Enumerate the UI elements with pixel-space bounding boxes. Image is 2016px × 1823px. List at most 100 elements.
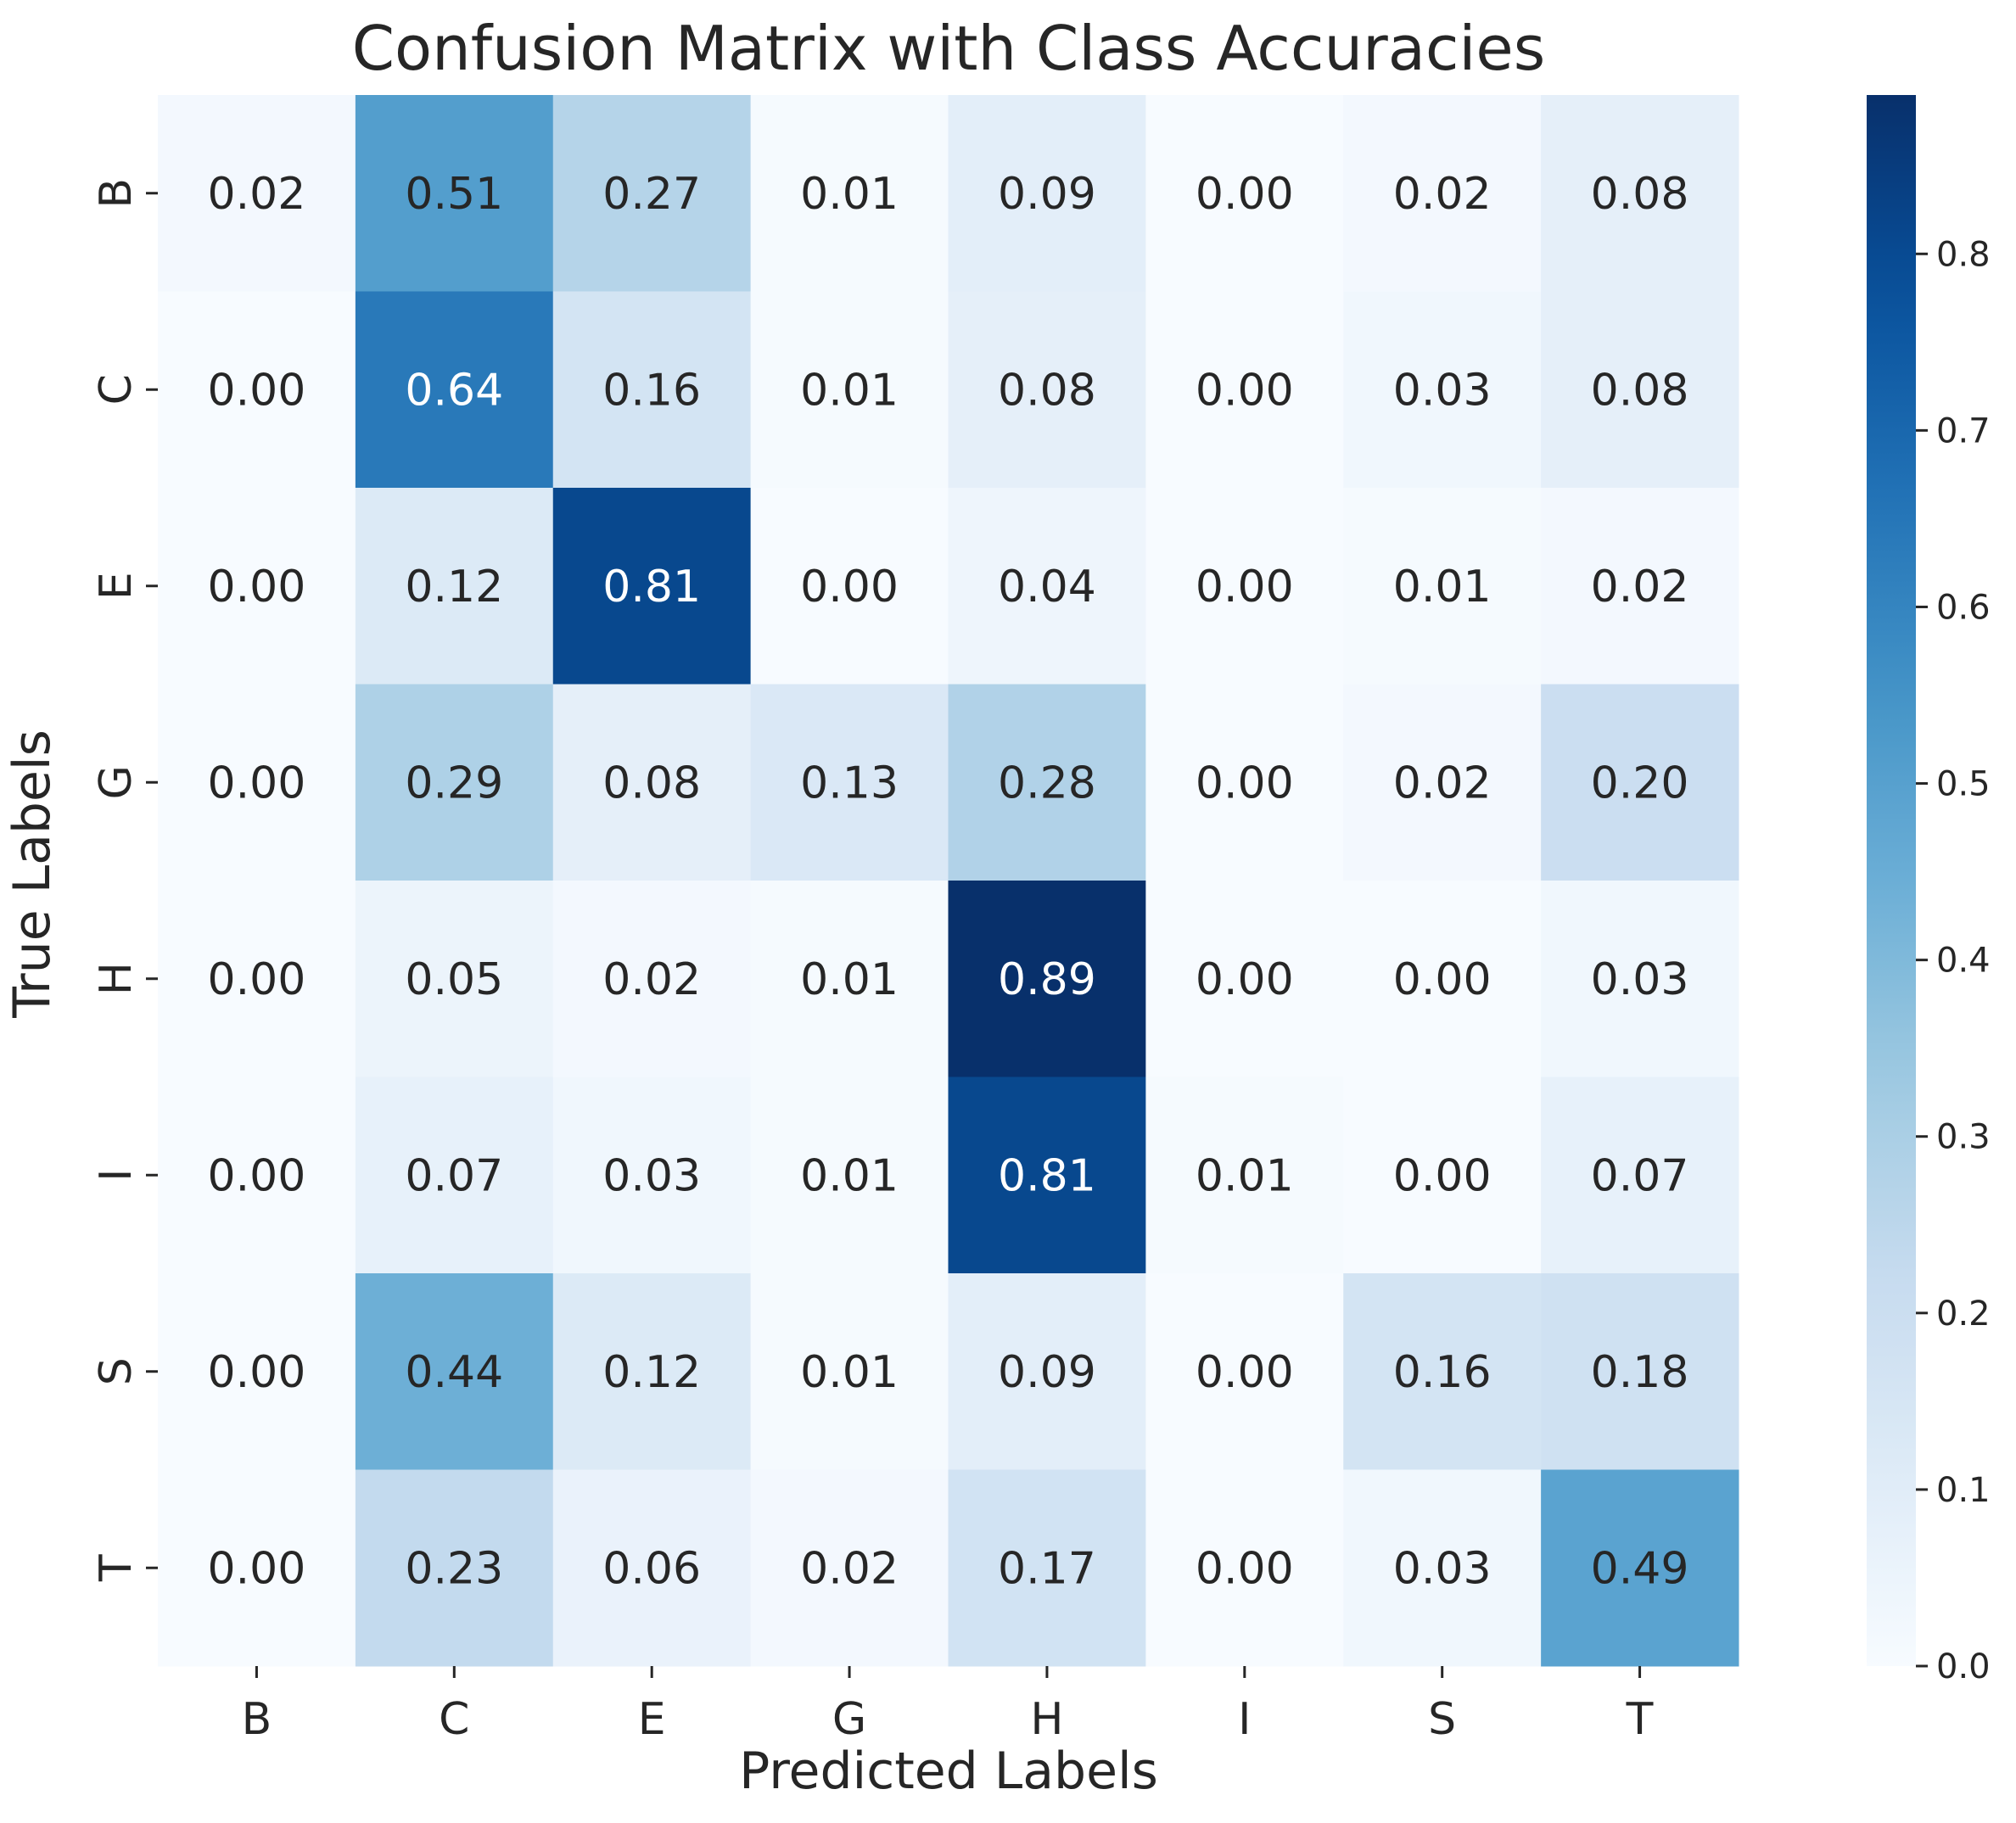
heatmap-cell-I-H: [948, 1076, 1146, 1274]
heatmap-cell-H-H: [948, 881, 1146, 1077]
heatmap-cells: 0.02 0.51 0.27 0.01 0.09 0.00 0.02 0.08 0.00 0.64…: [158, 95, 1739, 1667]
cell-value-label-H-H: 0.89: [998, 954, 1096, 1005]
cell-value-label-E-E: 0.81: [602, 562, 701, 612]
x-tick-label-T: T: [1626, 1694, 1654, 1745]
x-tick-label-G: G: [832, 1694, 866, 1745]
cell-value-label-B-C: 0.51: [405, 169, 503, 220]
cell-value-label-E-C: 0.12: [405, 562, 503, 612]
heatmap-cell-I-I: [1145, 1076, 1344, 1274]
cell-value-label-E-I: 0.00: [1196, 562, 1294, 612]
cell-value-label-G-I: 0.00: [1196, 758, 1294, 808]
heatmap-cell-C-G: [750, 291, 949, 489]
heatmap-cell-B-I: [1145, 95, 1344, 292]
cell-value-label-S-T: 0.18: [1591, 1347, 1689, 1398]
cell-value-label-B-E: 0.27: [602, 169, 701, 220]
cell-value-label-I-T: 0.07: [1591, 1150, 1689, 1201]
cell-value-label-E-T: 0.02: [1591, 562, 1689, 612]
heatmap-cell-B-S: [1343, 95, 1542, 292]
heatmap-cell-E-H: [948, 488, 1146, 685]
heatmap-cell-G-G: [750, 684, 949, 881]
cell-value-label-C-G: 0.01: [800, 365, 899, 416]
heatmap-cell-G-S: [1343, 684, 1542, 881]
heatmap-cell-G-B: [158, 684, 356, 881]
heatmap-cell-H-G: [750, 881, 949, 1077]
heatmap-cell-G-H: [948, 684, 1146, 881]
heatmap-cell-I-E: [552, 1076, 752, 1274]
heatmap-cell-C-B: [158, 291, 356, 489]
heatmap-cell-S-E: [552, 1273, 752, 1470]
cell-value-label-C-I: 0.00: [1196, 365, 1294, 416]
x-axis-label: Predicted Labels: [739, 1742, 1158, 1801]
cell-value-label-B-I: 0.00: [1196, 169, 1294, 220]
y-tick-label-B: B: [91, 178, 142, 209]
cell-value-label-I-B: 0.00: [208, 1150, 306, 1201]
cell-value-label-E-G: 0.00: [800, 562, 899, 612]
colorbar-tick-label-4: 0.4: [1936, 942, 1991, 981]
heatmap-cell-C-T: [1541, 291, 1739, 489]
heatmap-cell-S-I: [1145, 1273, 1344, 1470]
y-tick-label-G: G: [91, 765, 142, 799]
cell-value-label-G-C: 0.29: [405, 758, 503, 808]
y-axis-ticks: B C E G H I S T: [91, 178, 158, 1582]
x-tick-label-B: B: [242, 1694, 272, 1745]
cell-value-label-E-B: 0.00: [208, 562, 306, 612]
cell-value-label-T-E: 0.06: [602, 1543, 701, 1594]
heatmap-cell-C-S: [1343, 291, 1542, 489]
heatmap-cell-I-C: [355, 1076, 554, 1274]
cell-value-label-H-G: 0.01: [800, 954, 899, 1005]
x-tick-label-S: S: [1428, 1694, 1456, 1745]
heatmap-cell-T-E: [552, 1469, 752, 1667]
cell-value-label-I-C: 0.07: [405, 1150, 503, 1201]
colorbar-gradient: [1867, 95, 1916, 1666]
colorbar-tick-label-0: 0.0: [1936, 1647, 1991, 1686]
heatmap-cell-E-E: [552, 488, 752, 685]
cell-value-label-I-G: 0.01: [800, 1150, 899, 1201]
cell-value-label-T-C: 0.23: [405, 1543, 503, 1594]
cell-value-label-C-B: 0.00: [208, 365, 306, 416]
heatmap-cell-I-T: [1541, 1076, 1739, 1274]
colorbar-tick-label-8: 0.8: [1936, 235, 1991, 274]
heatmap-cell-G-C: [355, 684, 554, 881]
heatmap-cell-G-T: [1541, 684, 1739, 881]
x-tick-label-C: C: [439, 1694, 469, 1745]
colorbar-tick-label-7: 0.7: [1936, 411, 1991, 450]
cell-value-label-H-C: 0.05: [405, 954, 503, 1005]
heatmap-cell-B-B: [158, 95, 356, 292]
y-tick-label-S: S: [91, 1357, 142, 1385]
x-tick-label-H: H: [1030, 1694, 1063, 1745]
heatmap-cell-C-I: [1145, 291, 1344, 489]
x-tick-label-I: I: [1238, 1694, 1251, 1745]
heatmap-cell-E-B: [158, 488, 356, 685]
y-tick-label-E: E: [91, 572, 142, 600]
heatmap-cell-C-E: [552, 291, 752, 489]
cell-value-label-T-I: 0.00: [1196, 1543, 1294, 1594]
chart-title: Confusion Matrix with Class Accuracies: [352, 13, 1545, 84]
heatmap-cell-H-C: [355, 881, 554, 1077]
cell-value-label-E-S: 0.01: [1393, 562, 1492, 612]
y-tick-label-H: H: [91, 962, 142, 995]
cell-value-label-I-H: 0.81: [998, 1150, 1096, 1201]
cell-value-label-G-H: 0.28: [998, 758, 1096, 808]
colorbar: 0.0 0.1 0.2 0.3 0.4 0.5 0.6 0.7 0.8: [1867, 95, 1991, 1686]
heatmap-cell-E-I: [1145, 488, 1344, 685]
heatmap-cell-I-S: [1343, 1076, 1542, 1274]
cell-value-label-S-H: 0.09: [998, 1347, 1096, 1398]
heatmap-cell-H-S: [1343, 881, 1542, 1077]
heatmap-cell-S-C: [355, 1273, 554, 1470]
cell-value-label-C-E: 0.16: [602, 365, 701, 416]
heatmap-cell-T-S: [1343, 1469, 1542, 1667]
cell-value-label-T-G: 0.02: [800, 1543, 899, 1594]
cell-value-label-T-B: 0.00: [208, 1543, 306, 1594]
heatmap-cell-I-G: [750, 1076, 949, 1274]
cell-value-label-H-S: 0.00: [1393, 954, 1492, 1005]
cell-value-label-S-C: 0.44: [405, 1347, 503, 1398]
cell-value-label-H-B: 0.00: [208, 954, 306, 1005]
cell-value-label-C-H: 0.08: [998, 365, 1096, 416]
cell-value-label-T-S: 0.03: [1393, 1543, 1492, 1594]
cell-value-label-S-E: 0.12: [602, 1347, 701, 1398]
colorbar-tick-label-2: 0.2: [1936, 1295, 1991, 1334]
heatmap-cell-T-G: [750, 1469, 949, 1667]
